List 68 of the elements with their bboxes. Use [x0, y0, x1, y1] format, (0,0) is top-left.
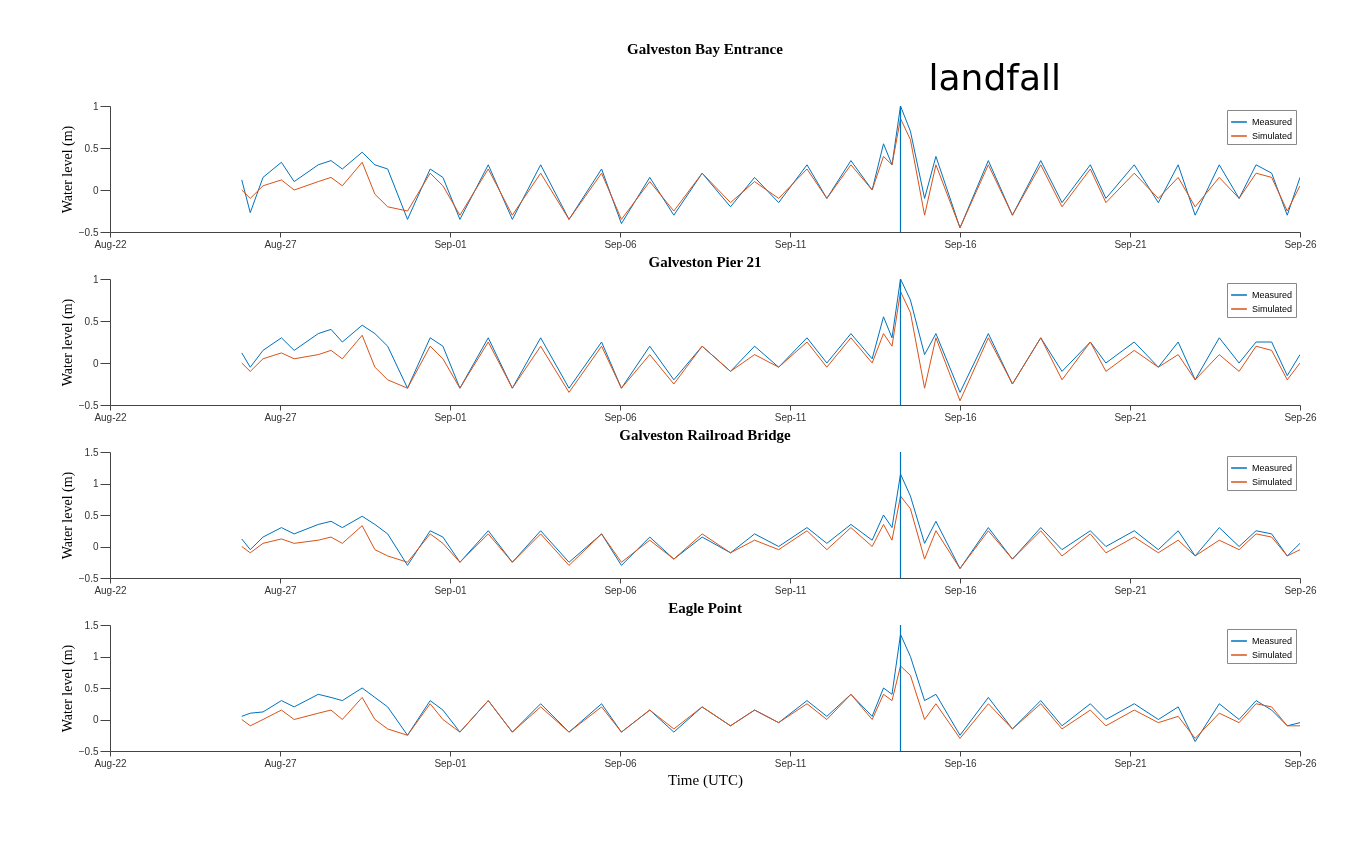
x-tick-label: Aug-22	[94, 584, 128, 596]
y-axis-title: Water level (m)	[59, 471, 76, 560]
x-tick-label: Aug-22	[94, 757, 128, 769]
x-tick-label: Aug-27	[264, 757, 298, 769]
x-tick-label: Sep-16	[944, 411, 978, 423]
chart-title: Galveston Pier 21	[648, 254, 762, 270]
y-tick-label: −0.5	[78, 226, 99, 238]
y-axis-title: Water level (m)	[59, 644, 76, 733]
x-tick-label: Sep-26	[1284, 411, 1318, 423]
x-tick-label: Sep-21	[1114, 411, 1148, 423]
y-tick-label: 0.5	[84, 142, 99, 154]
legend-label: Measured	[1252, 290, 1293, 300]
x-tick-label: Sep-26	[1284, 238, 1318, 250]
x-tick-label: Aug-27	[264, 584, 298, 596]
y-tick-label: 0	[92, 357, 99, 369]
x-tick-label: Aug-22	[94, 411, 128, 423]
y-tick-label: 1.5	[84, 619, 99, 631]
y-tick-label: 0.5	[84, 682, 99, 694]
x-tick-label: Sep-11	[774, 757, 807, 769]
x-tick-label: Sep-06	[604, 584, 638, 596]
legend-label: Simulated	[1252, 477, 1293, 487]
x-tick-label: Aug-22	[94, 238, 128, 250]
chart-title: Eagle Point	[668, 600, 742, 616]
legend-label: Measured	[1252, 636, 1293, 646]
x-tick-label: Sep-16	[944, 238, 978, 250]
y-tick-label: 1	[92, 651, 99, 662]
x-tick-label: Sep-01	[434, 238, 468, 250]
y-tick-label: 0	[92, 541, 99, 552]
chart-title: Galveston Bay Entrance	[627, 41, 784, 57]
legend-label: Simulated	[1252, 304, 1293, 314]
y-axis-title: Water level (m)	[59, 125, 76, 214]
y-tick-label: −0.5	[78, 745, 99, 757]
legend-label: Measured	[1252, 117, 1293, 127]
x-tick-label: Sep-26	[1284, 584, 1318, 596]
x-tick-label: Sep-06	[604, 411, 638, 423]
x-tick-label: Sep-11	[774, 411, 807, 423]
x-tick-label: Sep-01	[434, 411, 468, 423]
y-tick-label: 1	[92, 478, 99, 489]
x-tick-label: Sep-21	[1114, 584, 1148, 596]
x-tick-label: Sep-06	[604, 238, 638, 250]
x-tick-label: Aug-27	[264, 411, 298, 423]
y-tick-label: 0.5	[84, 315, 99, 327]
y-tick-label: 0.5	[84, 509, 99, 521]
y-axis-title: Water level (m)	[59, 298, 76, 387]
x-tick-label: Sep-16	[944, 757, 978, 769]
x-tick-label: Sep-26	[1284, 757, 1318, 769]
x-tick-label: Sep-11	[774, 238, 807, 250]
ref-line-label: landfall	[928, 57, 1061, 98]
x-tick-label: Sep-06	[604, 757, 638, 769]
x-tick-label: Aug-27	[264, 238, 298, 250]
chart-title: Galveston Railroad Bridge	[619, 427, 792, 443]
x-tick-label: Sep-01	[434, 757, 468, 769]
x-tick-label: Sep-16	[944, 584, 978, 596]
y-tick-label: 1	[92, 100, 99, 112]
x-tick-label: Sep-21	[1114, 238, 1148, 250]
x-axis-title: Time (UTC)	[668, 771, 743, 789]
legend-label: Measured	[1252, 463, 1293, 473]
y-tick-label: 1.5	[84, 446, 99, 458]
y-tick-label: 1	[92, 273, 99, 285]
y-tick-label: 0	[92, 714, 99, 725]
x-tick-label: Sep-01	[434, 584, 468, 596]
x-tick-label: Sep-11	[774, 584, 807, 596]
legend-label: Simulated	[1252, 650, 1293, 660]
x-tick-label: Sep-21	[1114, 757, 1148, 769]
y-tick-label: −0.5	[78, 399, 99, 411]
y-tick-label: −0.5	[78, 572, 99, 584]
legend-label: Simulated	[1252, 131, 1293, 141]
y-tick-label: 0	[92, 184, 99, 196]
